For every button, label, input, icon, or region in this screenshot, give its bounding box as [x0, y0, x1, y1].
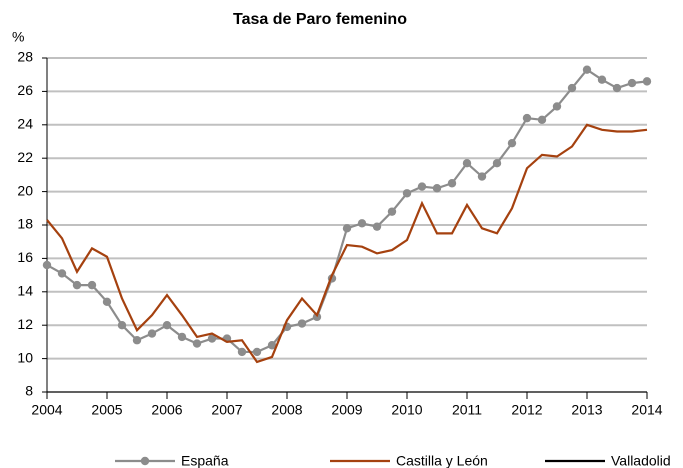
series-marker	[492, 159, 502, 168]
series-marker	[177, 332, 187, 342]
y-tick-label: 14	[17, 283, 33, 299]
y-tick-label: 28	[17, 49, 33, 65]
series-marker	[132, 336, 142, 345]
x-tick-label: 2007	[211, 402, 242, 418]
x-tick-label: 2012	[511, 402, 542, 418]
series-marker	[522, 113, 532, 123]
legend-marker	[140, 456, 150, 466]
y-tick-label: 10	[17, 349, 33, 365]
series-marker	[612, 83, 622, 93]
y-tick-label: 16	[17, 249, 33, 265]
series-marker	[627, 78, 637, 88]
y-tick-label: 20	[17, 182, 33, 198]
legend-label: Castilla y León	[396, 453, 488, 468]
series-marker	[252, 347, 262, 357]
series-marker	[582, 65, 592, 74]
series-marker	[57, 269, 67, 278]
y-tick-label: 18	[17, 216, 33, 232]
x-tick-label: 2014	[631, 402, 662, 418]
series-marker	[447, 179, 457, 188]
series-marker	[237, 347, 247, 357]
series-marker	[267, 341, 277, 350]
x-tick-label: 2011	[452, 402, 482, 418]
series-marker	[537, 115, 547, 124]
series-marker	[477, 172, 487, 181]
y-axis-label: %	[12, 29, 24, 45]
series-marker	[297, 319, 307, 328]
series-marker	[372, 222, 382, 231]
series-line	[46, 123, 648, 364]
x-tick-label: 2010	[391, 402, 422, 418]
series-marker	[87, 280, 97, 290]
x-tick-label: 2009	[331, 402, 362, 418]
legend-label: España	[181, 453, 229, 468]
series-marker	[402, 189, 412, 198]
x-tick-label: 2004	[31, 402, 62, 418]
series-marker	[552, 102, 562, 111]
series-marker	[147, 329, 157, 338]
series-marker	[192, 339, 202, 348]
series-marker	[357, 219, 367, 228]
y-tick-label: 24	[17, 116, 33, 132]
series-marker	[507, 138, 517, 148]
y-tick-label: 22	[17, 149, 33, 165]
x-tick-label: 2005	[91, 402, 122, 418]
chart-title: Tasa de Paro femenino	[233, 11, 407, 28]
series-marker	[117, 321, 127, 330]
series-marker	[642, 77, 652, 86]
series-marker	[462, 159, 472, 168]
x-tick-label: 2013	[571, 402, 602, 418]
y-tick-label: 26	[17, 82, 33, 98]
series-marker	[312, 312, 322, 322]
y-tick-label: 12	[17, 316, 33, 332]
series-marker	[567, 83, 577, 93]
series-marker	[417, 182, 427, 191]
series-marker	[207, 334, 217, 343]
series-marker	[597, 75, 607, 84]
series-marker	[342, 224, 352, 233]
series-marker	[102, 297, 112, 307]
series-marker	[387, 207, 397, 216]
series-marker	[432, 184, 442, 193]
series-line	[46, 68, 648, 354]
x-tick-label: 2006	[151, 402, 182, 418]
x-tick-label: 2008	[271, 402, 302, 418]
series-marker	[72, 280, 82, 290]
legend-label: Valladolid	[611, 453, 671, 468]
series-marker	[42, 260, 52, 270]
series-marker	[162, 321, 172, 330]
y-tick-label: 8	[25, 383, 33, 399]
